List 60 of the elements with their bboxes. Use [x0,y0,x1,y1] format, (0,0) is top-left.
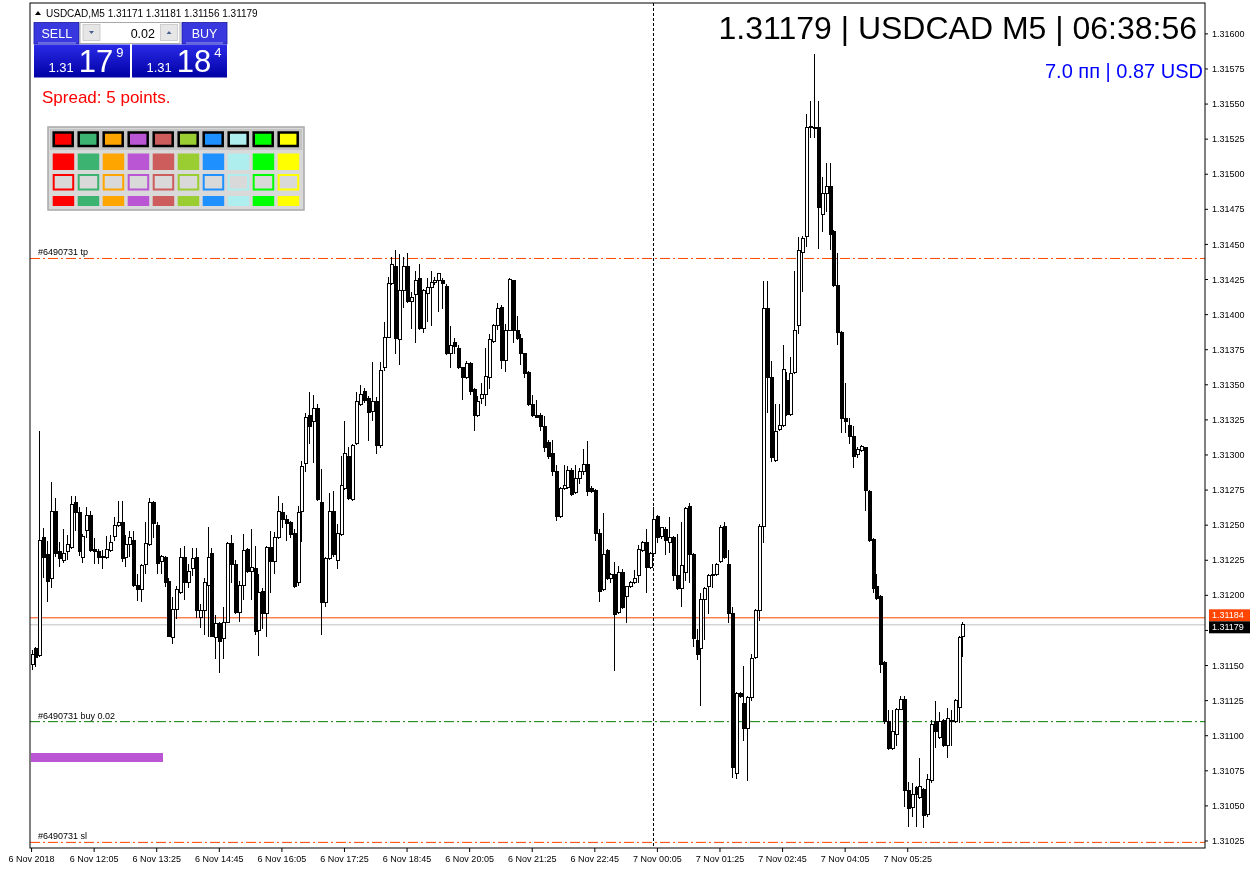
y-tick-label: 1.31250 [1212,520,1245,531]
y-tick-label: 1.31550 [1212,99,1245,110]
annotation: SELL [41,27,73,41]
ref-line-label: 1.31179 [1212,622,1244,633]
candlestick [569,467,574,497]
y-tick-label: 1.31075 [1212,765,1245,776]
annotation: BUY [191,27,219,41]
annotation: USDCAD,M5 1.31171 1.31181 1.31156 1.31179 [46,8,259,19]
y-tick-label: 1.31475 [1212,204,1245,215]
lot-field: 0.02 [79,22,181,44]
y-tick-label: 1.31525 [1212,134,1245,145]
text: 7.0 пп | 0.87 USD [1044,60,1203,82]
y-tick-label: 1.31200 [1212,590,1245,601]
x-tick-label: 7 Nov 01:25 [695,854,745,864]
y-tick-label: 1.31100 [1212,730,1244,741]
y-tick-label: 1.31225 [1212,555,1245,566]
candlestick [413,270,418,344]
y-tick-label: 1.31150 [1212,660,1244,671]
x-tick-label: 7 Nov 04:05 [820,854,870,864]
annotation: 1.31 17$^{9}$ [48,43,124,79]
buy-price-box: 1.31 18$^{4}$ [132,43,227,79]
y-tick-label: 1.31125 [1212,695,1244,706]
y-tick-label: 1.31275 [1212,485,1245,496]
x-tick-label: 6 Nov 14:45 [195,854,244,864]
x-tick-label: 6 Nov 13:25 [132,854,181,864]
x-tick-label: 6 Nov 2018 [8,854,55,864]
annotation: 1.31 18$^{4}$ [146,43,222,79]
y-tick-label: 1.31050 [1212,801,1245,812]
x-tick-label: 6 Nov 12:05 [69,854,119,864]
x-tick-label: 6 Nov 22:45 [570,854,620,864]
y-tick-label: 1.31500 [1212,169,1245,180]
annotation: 0.02 [130,26,156,41]
y-tick-label: 1.31025 [1212,836,1245,847]
x-tick-label: 6 Nov 16:05 [257,854,307,864]
x-tick-label: 7 Nov 02:45 [758,854,807,864]
y-tick-label: 1.31575 [1212,64,1245,75]
sell-price-box: 1.31 17$^{9}$ [34,43,130,79]
sell-button: SELL [33,22,80,45]
candlestick [61,528,66,564]
chart-title: 1.31179 | USDCAD M5 | 06:38:56 [718,10,1197,46]
y-tick-label: 1.31600 [1212,29,1245,40]
ref-line-label: #6490731 sl [38,831,88,842]
ref-line-label: 1.31184 [1212,610,1244,621]
ref-line-label: #6490731 buy 0.02 [38,710,116,721]
annotation: Spread: 5 points. [42,88,171,107]
x-tick-label: 6 Nov 20:05 [445,854,494,864]
y-tick-label: 1.31375 [1212,344,1245,355]
y-tick-label: 1.31350 [1212,379,1245,390]
buy-button: BUY [181,22,228,45]
x-tick-label: 6 Nov 18:45 [382,854,432,864]
x-tick-label: 6 Nov 17:25 [320,854,369,864]
x-tick-label: 7 Nov 05:25 [883,854,932,864]
y-tick-label: 1.31325 [1212,415,1245,426]
x-tick-label: 7 Nov 00:05 [633,854,682,864]
y-tick-label: 1.31450 [1212,239,1245,250]
y-tick-label: 1.31300 [1212,450,1245,461]
ref-line-label: #6490731 tp [38,247,89,258]
y-tick-label: 1.31400 [1212,309,1245,320]
y-tick-label: 1.31425 [1212,274,1245,285]
x-tick-label: 6 Nov 21:25 [507,854,557,864]
